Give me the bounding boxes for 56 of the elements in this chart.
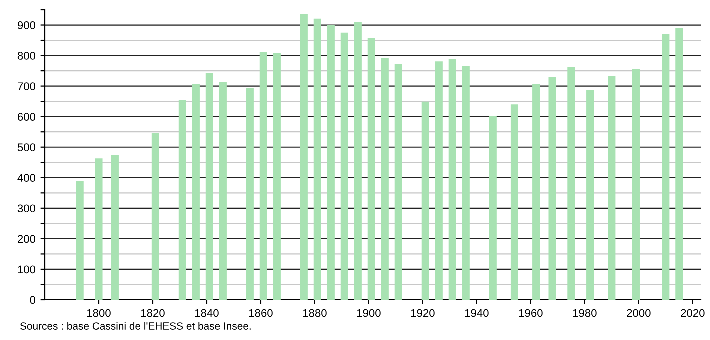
bar — [586, 90, 594, 300]
x-tick-label: 1960 — [519, 309, 543, 318]
y-tick-label: 400 — [18, 174, 36, 182]
bar — [178, 100, 186, 300]
bar — [111, 155, 119, 300]
bar — [435, 62, 443, 300]
x-tick-label: 1980 — [573, 309, 597, 318]
x-tick-label: 1880 — [303, 309, 327, 318]
bar — [548, 77, 556, 300]
bar — [381, 58, 389, 300]
bar — [608, 76, 616, 300]
x-tick-label: 2000 — [627, 309, 651, 318]
bar — [532, 84, 540, 300]
bar — [368, 38, 376, 300]
x-tick-label: 1860 — [249, 309, 273, 318]
y-tick-label: 600 — [18, 113, 36, 121]
bar — [246, 88, 254, 300]
x-tick-label: 1920 — [411, 309, 435, 318]
bar — [448, 59, 456, 300]
bar — [510, 104, 519, 300]
bar — [152, 133, 160, 300]
y-tick-label: 500 — [18, 144, 36, 152]
bar — [462, 66, 470, 300]
x-tick-label: 1900 — [357, 309, 381, 318]
bar — [300, 14, 308, 300]
bar — [260, 52, 268, 300]
y-tick-label: 800 — [18, 52, 36, 60]
bar — [422, 102, 430, 300]
y-tick-label: 200 — [18, 235, 36, 244]
source-note: Sources : base Cassini de l'EHESS et base Insee. — [20, 322, 251, 330]
bar — [192, 84, 200, 300]
y-tick-label: 700 — [18, 82, 36, 90]
x-tick-label: 1800 — [87, 309, 111, 318]
x-tick-label: 2020 — [681, 309, 705, 318]
bar — [340, 32, 348, 300]
bar — [314, 18, 322, 300]
bar — [327, 25, 335, 300]
bar — [219, 82, 227, 300]
y-tick-label: 100 — [18, 266, 36, 274]
bar — [95, 158, 103, 300]
y-tick-label: 0 — [30, 296, 36, 304]
x-tick-label: 1820 — [141, 309, 165, 318]
y-tick-label: 900 — [18, 22, 36, 30]
bar — [354, 22, 362, 300]
x-tick-label: 1940 — [465, 309, 489, 318]
bar — [394, 64, 402, 300]
bar — [568, 67, 576, 300]
bar — [273, 53, 281, 300]
bar — [676, 28, 684, 300]
bar — [662, 34, 670, 300]
x-tick-label: 1840 — [195, 309, 219, 318]
bar — [206, 73, 214, 300]
bar — [489, 116, 497, 300]
bar — [76, 182, 84, 300]
y-tick-label: 300 — [18, 204, 36, 213]
bar — [632, 70, 640, 300]
